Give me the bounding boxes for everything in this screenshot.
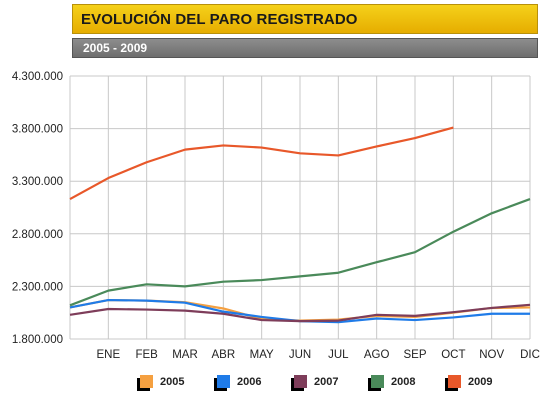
chart-title: EVOLUCIÓN DEL PARO REGISTRADO xyxy=(81,11,358,28)
legend-item-2008: 2008 xyxy=(371,375,448,388)
x-tick-label: NOV xyxy=(479,349,504,361)
title-banner: EVOLUCIÓN DEL PARO REGISTRADO xyxy=(72,4,538,34)
x-tick-label: MAY xyxy=(250,349,274,361)
legend-swatch xyxy=(140,375,153,388)
y-tick-label: 3.800.000 xyxy=(12,124,63,136)
legend-label: 2005 xyxy=(160,375,185,388)
series-line-2007 xyxy=(69,303,531,323)
legend-item-2009: 2009 xyxy=(448,375,525,388)
x-tick-label: MAR xyxy=(172,349,198,361)
chart-subtitle: 2005 - 2009 xyxy=(83,41,148,55)
x-tick-label: ABR xyxy=(212,349,236,361)
x-tick-label: ENE xyxy=(97,349,121,361)
subtitle-banner: 2005 - 2009 xyxy=(72,38,538,58)
legend-item-2007: 2007 xyxy=(294,375,371,388)
legend-swatch xyxy=(217,375,230,388)
legend-label: 2008 xyxy=(391,375,416,388)
y-tick-label: 2.800.000 xyxy=(12,229,63,241)
series-line-2009 xyxy=(69,126,454,201)
x-tick-label: JUN xyxy=(289,349,311,361)
legend-swatch xyxy=(371,375,384,388)
x-tick-label: JUL xyxy=(328,349,349,361)
x-tick-label: SEP xyxy=(403,349,426,361)
x-tick-label: AGO xyxy=(364,349,390,361)
x-tick-label: FEB xyxy=(135,349,158,361)
legend-swatch xyxy=(448,375,461,388)
legend: 2005 2006 2007 2008 2009 xyxy=(140,375,525,388)
y-axis-tick-labels: 1.800.000 2.300.000 2.800.000 3.300.000 3.80… xyxy=(12,71,63,346)
series-line-2008 xyxy=(69,198,531,307)
x-tick-label: DIC xyxy=(520,349,540,361)
legend-item-2006: 2006 xyxy=(217,375,294,388)
x-tick-label: OCT xyxy=(441,349,465,361)
y-tick-label: 3.300.000 xyxy=(12,176,63,188)
series-lines xyxy=(69,126,531,324)
x-axis-tick-labels: ENE FEB MAR ABR MAY JUN JUL AGO SEP OCT NOV DIC xyxy=(97,349,540,361)
legend-label: 2009 xyxy=(468,375,493,388)
legend-item-2005: 2005 xyxy=(140,375,217,388)
y-tick-label: 2.300.000 xyxy=(12,281,63,293)
legend-label: 2007 xyxy=(314,375,339,388)
y-tick-label: 4.300.000 xyxy=(12,71,63,83)
legend-label: 2006 xyxy=(237,375,262,388)
grid-lines xyxy=(69,75,531,340)
legend-swatch xyxy=(294,375,307,388)
y-tick-label: 1.800.000 xyxy=(12,334,63,346)
